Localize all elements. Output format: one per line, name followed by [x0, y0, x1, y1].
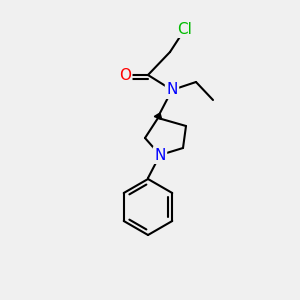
Polygon shape: [154, 113, 162, 119]
Text: O: O: [119, 68, 131, 82]
Text: N: N: [154, 148, 166, 163]
Text: Cl: Cl: [178, 22, 192, 37]
Text: N: N: [166, 82, 178, 98]
